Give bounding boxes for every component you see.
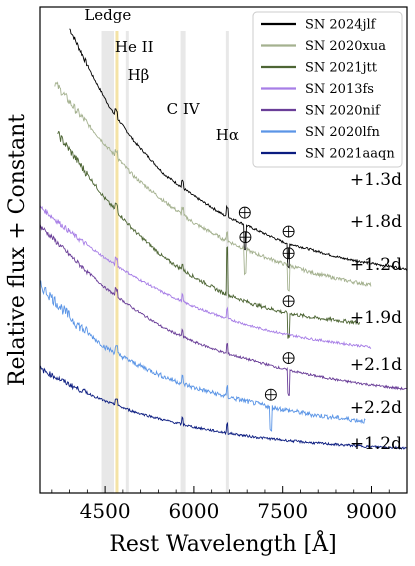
telluric-icon	[238, 206, 251, 219]
band-label: He II	[115, 38, 154, 56]
legend-entry: SN 2024jlf	[305, 18, 377, 33]
line-marker-labels: Ledge He II Hβ C IV Hα	[84, 6, 239, 144]
x-tick-label: 6000	[168, 499, 219, 523]
legend-entry: SN 2013fs	[305, 82, 374, 97]
band-hβ	[125, 31, 129, 493]
x-tick-label: 7500	[257, 499, 308, 523]
series-line	[39, 365, 407, 450]
series-line	[54, 81, 372, 292]
telluric-icon	[282, 247, 295, 260]
band-ledge	[101, 31, 114, 493]
line-marker-bands	[101, 31, 229, 493]
band-label: Hβ	[128, 66, 150, 84]
epoch-label: +1.9d	[350, 308, 402, 328]
band-label: Ledge	[84, 6, 131, 24]
epoch-label: +1.8d	[350, 212, 402, 232]
epoch-label: +2.2d	[350, 398, 402, 418]
band-label: C IV	[167, 100, 201, 118]
band-label: Hα	[216, 126, 239, 144]
telluric-markers	[238, 206, 295, 401]
legend-entry: SN 2020lfn	[305, 125, 380, 140]
y-axis-label: Relative flux + Constant	[5, 114, 30, 386]
series-line	[39, 204, 372, 349]
legend-entry: SN 2020xua	[305, 39, 386, 54]
telluric-icon	[264, 388, 277, 401]
telluric-icon	[239, 231, 252, 244]
telluric-icon	[282, 295, 295, 308]
series-line	[57, 131, 361, 339]
series-line	[39, 280, 366, 432]
telluric-icon	[282, 352, 295, 365]
x-tick-label: 4500	[80, 499, 131, 523]
legend-entry: SN 2020nif	[305, 104, 381, 119]
legend-entry: SN 2021aaqn	[305, 147, 395, 162]
legend-box	[252, 11, 403, 168]
epoch-label: +1.2d	[350, 434, 402, 454]
epoch-labels: +1.3d +1.8d +1.2d +1.9d +2.1d +2.2d +1.2d	[350, 170, 402, 454]
spectra-series	[39, 28, 408, 450]
x-tick-label: 9000	[346, 499, 397, 523]
band-c-iv	[180, 31, 186, 493]
series-line	[39, 224, 407, 396]
epoch-label: +2.1d	[350, 355, 402, 375]
epoch-label: +1.2d	[350, 255, 402, 275]
series-line	[69, 28, 408, 271]
plot-frame	[39, 6, 408, 494]
legend-entry: SN 2021jtt	[305, 61, 378, 76]
telluric-icon	[282, 225, 295, 238]
legend: SN 2024jlf SN 2020xua SN 2021jtt SN 2013fs S…	[252, 11, 403, 168]
x-axis-ticks: 4500 6000 7500 9000	[51, 486, 397, 523]
band-he-ii	[115, 31, 119, 493]
epoch-label: +1.3d	[350, 170, 402, 190]
x-axis-label: Rest Wavelength [Å]	[109, 529, 336, 557]
